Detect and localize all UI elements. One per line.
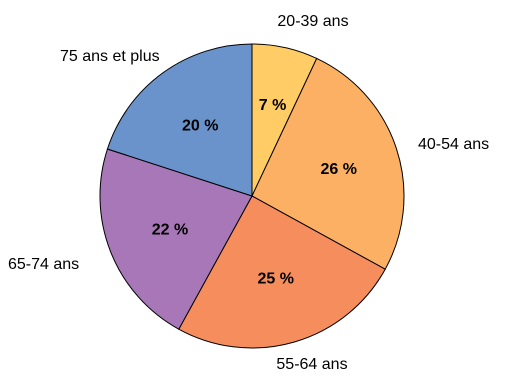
pie-value-label: 22 % [152, 222, 188, 239]
pie-category-label: 75 ans et plus [60, 48, 160, 65]
pie-value-labels: 7 % 26 % 25 % 22 % 20 % [152, 97, 357, 288]
pie-category-labels: 20-39 ans 40-54 ans 55-64 ans 65-74 ans 75 a… [8, 13, 489, 373]
pie-category-label: 55-64 ans [276, 356, 347, 373]
pie-slice-65-74-ans [99, 148, 253, 330]
pie-category-label: 65-74 ans [8, 256, 79, 273]
pie-category-label: 40-54 ans [418, 136, 489, 153]
pie-slice-75-ans-et-plus [106, 43, 253, 197]
pie-value-label: 20 % [182, 118, 218, 135]
pie-slice-55-64-ans [178, 195, 386, 349]
pie-value-label: 26 % [320, 161, 356, 178]
pie-value-label: 7 % [259, 97, 287, 114]
pie-slices [99, 43, 405, 349]
pie-category-label: 20-39 ans [277, 13, 348, 30]
pie-value-label: 25 % [257, 271, 293, 288]
